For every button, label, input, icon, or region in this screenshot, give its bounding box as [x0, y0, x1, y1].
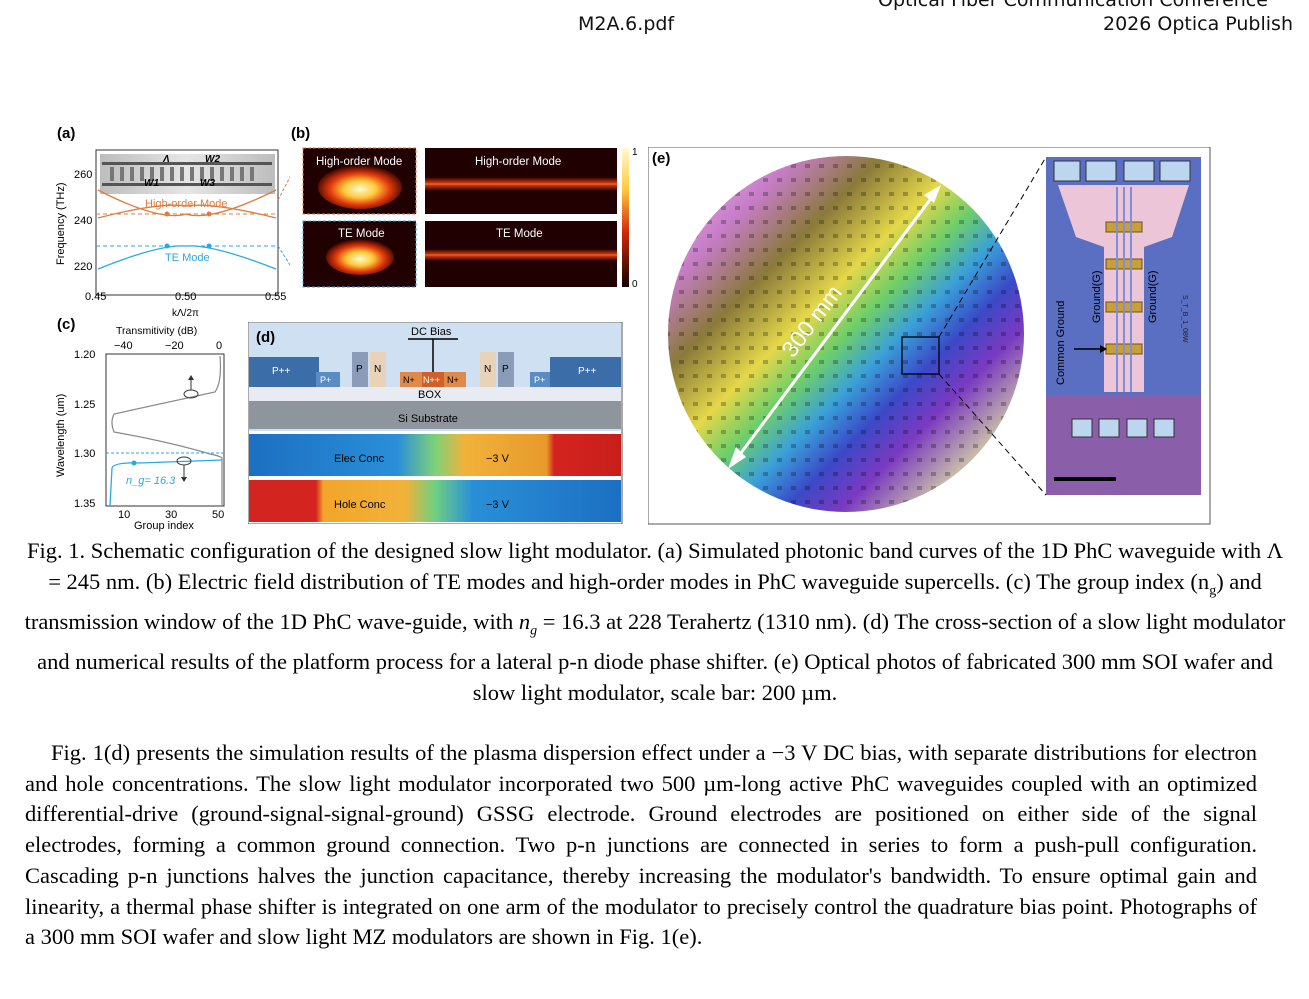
symbol-lambda: Λ — [162, 154, 170, 165]
e-chip-id: S_T_B_1_08W — [1181, 295, 1188, 343]
b-colorbar — [622, 148, 629, 287]
b-colorbar-max: 1 — [632, 147, 638, 158]
d-region-n-plus-right: N+ — [447, 375, 459, 385]
panel-b-mode-fields: High-order Mode High-order Mode TE Mode … — [302, 147, 638, 290]
c-bottom-tick-30: 30 — [165, 509, 177, 521]
d-region-p-plus-left: P+ — [320, 375, 331, 385]
te-mode-label: TE Mode — [165, 252, 210, 264]
e-ground-label-left: Ground(G) — [1091, 270, 1103, 323]
e-label: (e) — [652, 150, 670, 167]
a-ytick-240: 240 — [74, 215, 92, 227]
panel-c-label: (c) — [57, 316, 76, 333]
d-elec-conc-label: Elec Conc — [334, 453, 385, 465]
panel-c-group-index: Transmitivity (dB) −40 −20 0 n_g= 16.3 1… — [55, 325, 225, 532]
d-elec-conc-map — [249, 434, 621, 476]
c-ytick-125: 1.25 — [74, 399, 95, 411]
b-tile-3-title: TE Mode — [338, 228, 385, 240]
d-region-n-plus-left: N+ — [403, 375, 415, 385]
d-elec-voltage: −3 V — [486, 453, 510, 465]
header-conference-line1: Optical Fiber Communication Conference — [878, 0, 1268, 11]
a-xlabel: kΛ/2π — [172, 308, 199, 319]
d-hole-conc-label: Hole Conc — [334, 499, 386, 511]
header-conference-line2: 2026 Optica Publish — [1103, 13, 1293, 35]
scale-bar — [1054, 477, 1116, 481]
figure-caption: Fig. 1. Schematic configuration of the d… — [24, 538, 1286, 706]
d-hole-conc-map — [249, 480, 621, 522]
body-paragraph: Fig. 1(d) presents the simulation result… — [25, 740, 1257, 950]
c-ytick-120: 1.20 — [74, 349, 95, 361]
a-xtick-045: 0.45 — [85, 291, 106, 303]
c-annotation-ng: n_g= 16.3 — [126, 475, 176, 487]
a-ylabel: Frequency (THz) — [55, 182, 67, 265]
d-region-p-left: P — [356, 364, 363, 375]
symbol-w2: W2 — [205, 154, 220, 165]
panel-a-label: (a) — [57, 125, 76, 142]
a-ytick-260: 260 — [74, 169, 92, 181]
c-top-axis-label: Transmitivity (dB) — [116, 325, 197, 337]
c-ytick-130: 1.30 — [74, 448, 95, 460]
c-top-tick-0: 0 — [216, 340, 222, 352]
d-label: (d) — [256, 329, 275, 346]
panel-b-label: (b) — [291, 125, 311, 142]
b-tile-4-title: TE Mode — [496, 228, 543, 240]
d-dc-bias: DC Bias — [411, 326, 452, 338]
c-xlabel: Group index — [134, 520, 194, 532]
c-top-tick-40: −40 — [114, 340, 133, 352]
c-ylabel: Wavelength (um) — [55, 394, 67, 477]
a-ytick-220: 220 — [74, 261, 92, 273]
panel-e-wafer-photo: (e) 300 mm Common Ground Ground(G) Groun… — [648, 147, 1211, 525]
c-top-tick-20: −20 — [165, 340, 184, 352]
symbol-w3: W3 — [200, 178, 215, 189]
d-region-p-plus-plus-left: P++ — [272, 366, 291, 377]
panel-a-band-diagram: Λ W2 W1 W3 High-order Mode TE Mode 260 2… — [55, 149, 290, 319]
d-region-p-plus-plus-right: P++ — [578, 366, 597, 377]
c-bottom-tick-10: 10 — [118, 509, 130, 521]
e-common-ground: Common Ground — [1055, 301, 1067, 385]
a-xtick-050: 0.50 — [175, 291, 196, 303]
d-substrate-label: Si Substrate — [398, 413, 458, 425]
d-box-label: BOX — [418, 389, 442, 401]
d-hole-voltage: −3 V — [486, 499, 510, 511]
d-region-n-plus-plus: N++ — [423, 375, 440, 385]
a-xtick-055: 0.55 — [265, 291, 286, 303]
c-ytick-135: 1.35 — [74, 498, 95, 510]
c-bottom-tick-50: 50 — [212, 509, 224, 521]
header-filename: M2A.6.pdf — [578, 13, 675, 35]
symbol-w1: W1 — [144, 178, 159, 189]
panel-d-cross-section: (d) DC Bias P++ P+ P N N+ N++ N+ N P P+ … — [248, 322, 623, 524]
b-tile-1-title: High-order Mode — [316, 156, 402, 168]
d-region-n-right: N — [484, 364, 491, 375]
high-order-mode-label: High-order Mode — [145, 198, 228, 210]
b-tile-2-title: High-order Mode — [475, 156, 561, 168]
b-colorbar-min: 0 — [632, 279, 638, 290]
d-region-p-right: P — [502, 364, 509, 375]
d-region-n-left: N — [374, 364, 381, 375]
e-ground-label-right: Ground(G) — [1147, 270, 1159, 323]
d-region-p-plus-right: P+ — [534, 375, 545, 385]
phc-waveguide-image — [100, 154, 275, 194]
